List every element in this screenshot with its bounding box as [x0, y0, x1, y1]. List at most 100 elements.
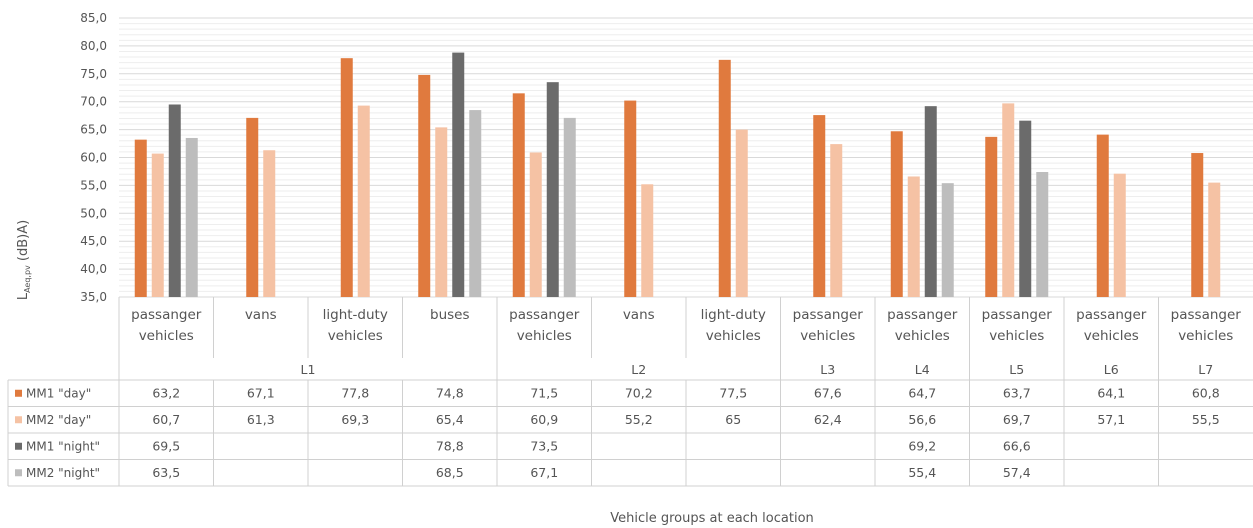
bar [1208, 182, 1221, 297]
bar [418, 74, 431, 297]
category-label: vans [623, 307, 655, 323]
location-label: L2 [631, 362, 646, 377]
bar [452, 52, 465, 297]
category-label: buses [430, 307, 470, 323]
y-tick-label: 70,0 [80, 95, 107, 109]
y-tick-label: 55,0 [80, 178, 107, 192]
bar [1113, 173, 1126, 297]
bar [718, 59, 731, 297]
category-label: vehicles [517, 328, 572, 344]
data-label: 67,6 [814, 385, 842, 400]
location-label: L7 [1198, 362, 1213, 377]
bar [340, 58, 353, 298]
bar [1019, 120, 1032, 297]
data-label: 55,2 [625, 412, 653, 427]
bar [941, 183, 954, 297]
legend-swatch [15, 416, 22, 424]
y-axis-label-main: L [16, 292, 31, 300]
location-label: L6 [1104, 362, 1119, 377]
category-label: vehicles [895, 328, 950, 344]
category-label: passanger [131, 307, 202, 323]
legend-swatch [15, 389, 22, 397]
category-label: light-duty [323, 307, 388, 323]
y-tick-label: 85,0 [80, 11, 107, 25]
bar [546, 82, 559, 297]
data-label: 78,8 [436, 438, 464, 453]
y-tick-label: 80,0 [80, 39, 107, 53]
category-label: vehicles [1178, 328, 1233, 344]
bar [134, 139, 147, 297]
bar [1191, 153, 1204, 297]
bar [735, 129, 748, 297]
data-label: 68,5 [436, 465, 464, 480]
y-axis-label-sub: Aeq,pv [23, 265, 32, 293]
data-label: 73,5 [530, 438, 558, 453]
location-label: L1 [301, 362, 316, 377]
data-label: 77,5 [719, 385, 747, 400]
data-label: 63,7 [1003, 385, 1031, 400]
data-label: 61,3 [247, 412, 275, 427]
legend-label: MM2 "day" [26, 413, 91, 427]
bar [151, 153, 164, 297]
data-label: 63,5 [152, 465, 180, 480]
data-label: 77,8 [341, 385, 369, 400]
category-label: passanger [509, 307, 580, 323]
data-label: 67,1 [247, 385, 275, 400]
data-label: 66,6 [1003, 438, 1031, 453]
bar [624, 100, 637, 297]
bar [924, 106, 937, 297]
data-table: passanger vehicles vans light-duty vehicles b… [7, 297, 1253, 487]
bar [563, 117, 576, 297]
gridlines [119, 17, 1253, 298]
data-label: 74,8 [436, 385, 464, 400]
data-label: 69,5 [152, 438, 180, 453]
location-label: L3 [820, 362, 835, 377]
data-label: 57,1 [1097, 412, 1125, 427]
bar [246, 117, 259, 297]
bar [1002, 103, 1015, 298]
y-tick-label: 35,0 [80, 290, 107, 304]
category-label: passanger [1171, 307, 1242, 323]
category-label: passanger [982, 307, 1053, 323]
bar [529, 152, 542, 297]
legend-label: MM2 "night" [26, 466, 100, 480]
location-label: L5 [1009, 362, 1024, 377]
bar [641, 184, 654, 297]
bar [813, 115, 826, 297]
data-label: 69,3 [341, 412, 369, 427]
bar [185, 137, 198, 297]
bar [357, 105, 370, 297]
y-tick-label: 40,0 [80, 262, 107, 276]
data-label: 67,1 [530, 465, 558, 480]
data-label: 55,5 [1192, 412, 1220, 427]
data-label: 60,7 [152, 412, 180, 427]
y-axis: 35,0 40,0 45,0 50,0 55,0 60,0 65,0 70,0 75,0 80,0… [80, 11, 107, 304]
x-axis-label: Vehicle groups at each location [610, 511, 814, 526]
category-label: vehicles [328, 328, 383, 344]
data-label: 62,4 [814, 412, 842, 427]
bars [134, 52, 1221, 298]
data-label: 60,9 [530, 412, 558, 427]
category-label: vehicles [139, 328, 194, 344]
bar [263, 150, 276, 297]
y-axis-label-unit: (dB)A) [16, 220, 31, 265]
legend-label: MM1 "day" [26, 386, 91, 400]
data-label: 69,7 [1003, 412, 1031, 427]
bar [469, 110, 482, 297]
bar [1036, 172, 1049, 297]
category-label: passanger [793, 307, 864, 323]
bar [1096, 134, 1109, 297]
legend-label: MM1 "night" [26, 439, 100, 453]
data-label: 55,4 [908, 465, 936, 480]
y-axis-label: LAeq,pv (dB)A) [16, 220, 32, 300]
category-label: vehicles [706, 328, 761, 344]
data-label: 63,2 [152, 385, 180, 400]
y-tick-label: 50,0 [80, 206, 107, 220]
data-label: 65 [725, 412, 741, 427]
category-label: vehicles [800, 328, 855, 344]
bar [168, 104, 181, 298]
y-tick-label: 75,0 [80, 67, 107, 81]
category-label: passanger [1076, 307, 1147, 323]
data-label: 56,6 [908, 412, 936, 427]
